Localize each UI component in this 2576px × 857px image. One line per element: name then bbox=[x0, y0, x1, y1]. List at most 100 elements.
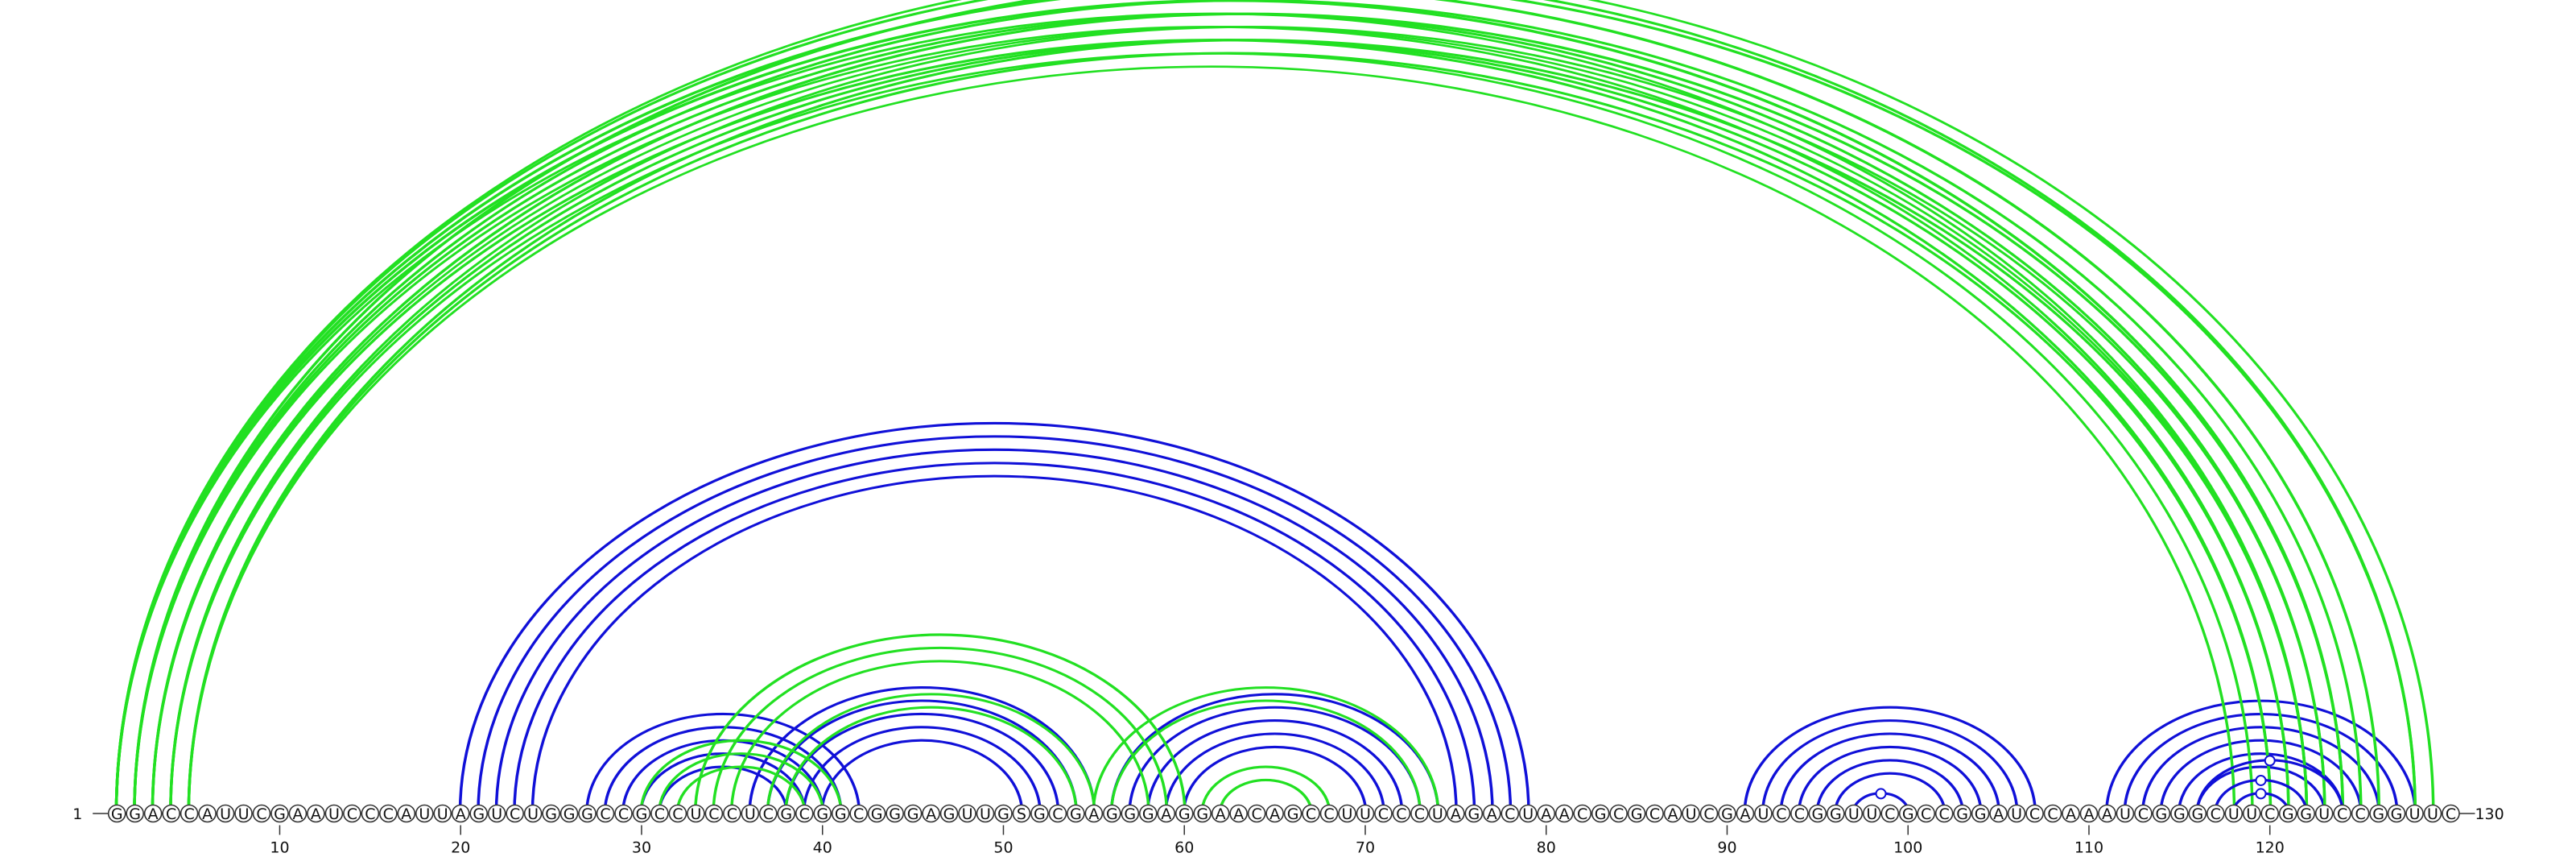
nucleotide-letter: U bbox=[2246, 805, 2257, 823]
nucleotide: A bbox=[1663, 804, 1682, 823]
nucleotide-circle bbox=[1447, 804, 1465, 823]
nucleotide-circle bbox=[2116, 804, 2135, 823]
nucleotide-circle bbox=[559, 804, 579, 823]
nucleotide-letter: G bbox=[545, 805, 557, 823]
nucleotide: G bbox=[1464, 804, 1484, 823]
nucleotide: C bbox=[506, 804, 524, 823]
nucleotide-circle bbox=[704, 804, 724, 823]
nucleotide-circle bbox=[1699, 804, 1719, 823]
nucleotide: G bbox=[903, 804, 923, 823]
nucleotide-letter: A bbox=[1541, 805, 1551, 823]
nucleotide: C bbox=[1917, 804, 1935, 823]
green-base-pair-arc bbox=[114, 0, 2417, 814]
blue-base-pair-arc bbox=[820, 739, 1024, 814]
nucleotide-letter: C bbox=[618, 805, 629, 823]
axis-tick-label: 50 bbox=[993, 839, 1013, 857]
nucleotide-letter: U bbox=[238, 805, 250, 823]
nucleotide-letter: C bbox=[1323, 805, 1334, 823]
nucleotide-circle bbox=[162, 804, 180, 823]
nucleotide: U bbox=[1754, 804, 1773, 823]
green-base-pair-arc bbox=[1092, 686, 1440, 814]
nucleotide: C bbox=[1790, 804, 1809, 823]
blue-base-pair-arc bbox=[477, 436, 1511, 814]
nucleotide-letter: A bbox=[292, 805, 303, 823]
nucleotide: C bbox=[2025, 804, 2044, 823]
nucleotide: C bbox=[343, 804, 361, 823]
nucleotide: A bbox=[2062, 804, 2080, 823]
nucleotide-circle bbox=[542, 804, 560, 823]
nucleotide: G bbox=[2278, 804, 2297, 823]
nucleotide-letter: C bbox=[1776, 805, 1786, 823]
nucleotide: U bbox=[487, 804, 506, 823]
nucleotide: C bbox=[1374, 804, 1393, 823]
nucleotide: U bbox=[234, 804, 253, 823]
nucleotide-letter: G bbox=[1595, 805, 1607, 823]
nucleotide-letter: G bbox=[1956, 805, 1968, 823]
nucleotide: C bbox=[1392, 804, 1411, 823]
nucleotide-circle bbox=[1356, 804, 1375, 823]
blue-base-pair-arc bbox=[1743, 706, 2037, 814]
nucleotide-circle bbox=[307, 804, 325, 823]
nucleotide: G bbox=[1103, 804, 1121, 823]
nucleotide-circle bbox=[886, 804, 904, 823]
nucleotide-circle bbox=[1193, 804, 1212, 823]
nucleotide-letter: U bbox=[1686, 805, 1697, 823]
nucleotide-circle bbox=[2278, 804, 2297, 823]
nucleotide: C bbox=[1772, 804, 1791, 823]
green-base-pair-arc bbox=[114, 0, 2435, 814]
nucleotide-letter: G bbox=[1142, 805, 1154, 823]
blue-base-pair-arc bbox=[1797, 745, 1983, 814]
nucleotide: U bbox=[216, 804, 235, 823]
nucleotide-circle bbox=[270, 804, 289, 823]
nucleotide-circle bbox=[288, 804, 308, 823]
nucleotide-letter: A bbox=[1216, 805, 1226, 823]
nucleotide: U bbox=[2116, 804, 2135, 823]
green-base-pair-arc bbox=[1109, 699, 1422, 814]
blue-base-pair-arc bbox=[1182, 745, 1368, 814]
blue-base-pair-arc bbox=[530, 474, 1458, 814]
nucleotide-circle bbox=[1554, 804, 1574, 823]
green-base-pair-arc bbox=[188, 39, 2307, 814]
nucleotide-circle bbox=[1953, 804, 1971, 823]
green-base-pair-arc bbox=[693, 634, 1187, 814]
nucleotide-circle bbox=[1736, 804, 1755, 823]
nucleotide: C bbox=[1501, 804, 1520, 823]
end-position-label: 130 bbox=[2475, 805, 2504, 823]
nucleotide-letter: C bbox=[853, 805, 864, 823]
nucleotide: U bbox=[324, 804, 344, 823]
nucleotide: C bbox=[849, 804, 868, 823]
blue-base-pair-arc bbox=[2177, 752, 2345, 814]
green-base-pair-arc bbox=[1200, 765, 1331, 814]
green-base-pair-arc bbox=[133, 25, 2290, 814]
nucleotide: C bbox=[162, 804, 180, 823]
nucleotide-letter: C bbox=[1939, 805, 1950, 823]
nucleotide: C bbox=[1645, 804, 1664, 823]
nucleotide-letter: U bbox=[437, 805, 448, 823]
nucleotide-circle bbox=[451, 804, 470, 823]
nucleotide: G bbox=[1067, 804, 1085, 823]
nucleotide-circle bbox=[1971, 804, 1990, 823]
nucleotide-letter: U bbox=[1360, 805, 1371, 823]
blue-base-pair-arc bbox=[803, 727, 1041, 814]
nucleotide-letter: C bbox=[1703, 805, 1714, 823]
nucleotide-letter: C bbox=[1251, 805, 1261, 823]
nucleotide-letter: C bbox=[383, 805, 394, 823]
nucleotide: A bbox=[1989, 804, 2008, 823]
blue-base-pair-arc bbox=[1146, 719, 1404, 814]
nucleotide: G bbox=[542, 804, 560, 823]
nucleotide-circle bbox=[1682, 804, 1700, 823]
nucleotide-circle bbox=[741, 804, 760, 823]
axis-tick-label: 80 bbox=[1537, 839, 1556, 857]
nucleotide: U bbox=[2242, 804, 2261, 823]
nucleotide-circle bbox=[433, 804, 452, 823]
nucleotide: U bbox=[1338, 804, 1356, 823]
nucleotide: U bbox=[1844, 804, 1864, 823]
nucleotide: C bbox=[1573, 804, 1591, 823]
nucleotide-circle bbox=[1537, 804, 1556, 823]
blue-base-pair-arc bbox=[2140, 726, 2381, 814]
nucleotide-circle bbox=[777, 804, 796, 823]
nucleotide: G bbox=[2170, 804, 2189, 823]
nucleotide: C bbox=[2134, 804, 2153, 823]
nucleotide-letter: A bbox=[1740, 805, 1750, 823]
nucleotide: C bbox=[1410, 804, 1429, 823]
